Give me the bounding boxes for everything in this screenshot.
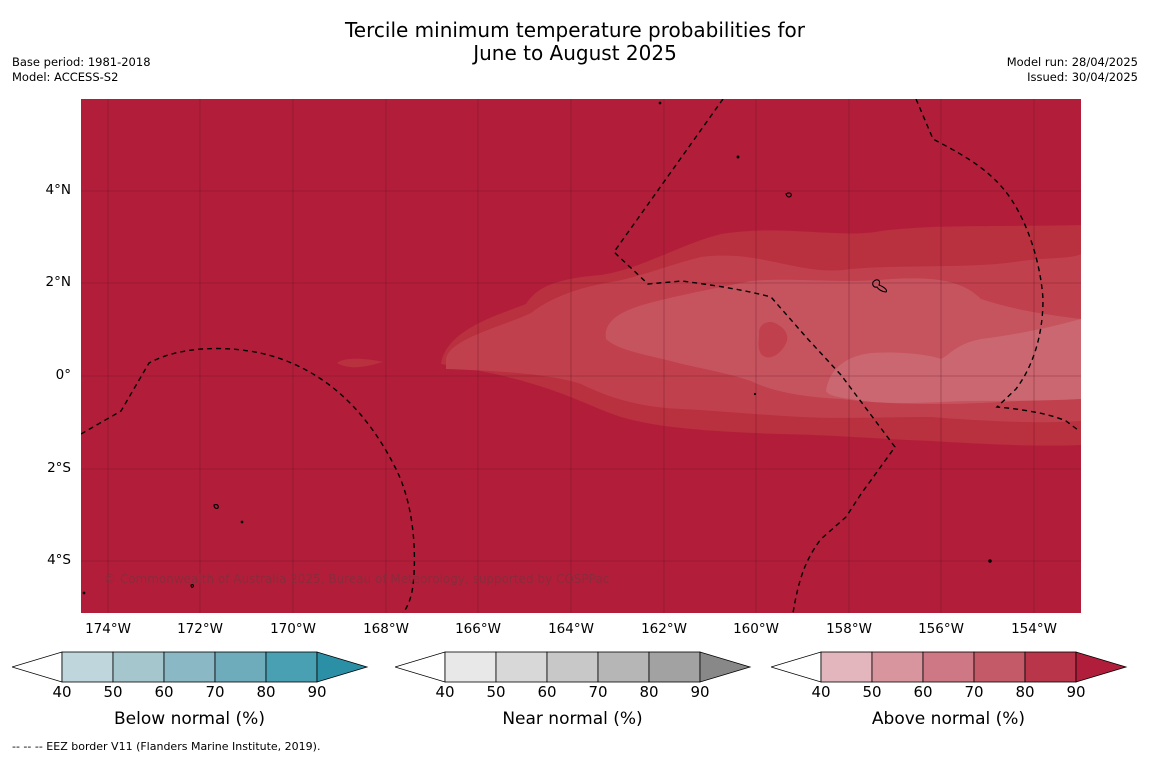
- map-copyright: © Commonwealth of Australia 2025, Bureau…: [104, 572, 609, 586]
- colorbar-tick: 60: [913, 683, 933, 701]
- lon-label: 160°W: [733, 621, 779, 637]
- eez-border-central: [613, 99, 896, 613]
- lat-label: 4°N: [45, 182, 71, 198]
- colorbar-segment: [265, 651, 318, 683]
- contour-above-40-50: [826, 319, 1081, 403]
- colorbar-tick: 60: [537, 683, 557, 701]
- colorbar-tick: 50: [486, 683, 506, 701]
- colorbar-label-near: Near normal (%): [502, 709, 643, 729]
- colorbar-above: [771, 651, 1128, 683]
- colorbar-tick: 70: [205, 683, 225, 701]
- lon-label: 168°W: [363, 621, 409, 637]
- colorbar-segment: [112, 651, 165, 683]
- colorbar-tick: 80: [256, 683, 276, 701]
- colorbar-segment: [214, 651, 267, 683]
- island: [240, 520, 244, 524]
- colorbar-label-below: Below normal (%): [114, 709, 265, 729]
- colorbar-max-extension: [316, 651, 369, 683]
- colorbar-segment: [61, 651, 114, 683]
- colorbar-tick: 40: [52, 683, 72, 701]
- model-name: Model: ACCESS-S2: [12, 70, 119, 84]
- colorbar-tick: 70: [588, 683, 608, 701]
- lat-label: 2°N: [45, 274, 71, 290]
- colorbar-segment: [973, 651, 1026, 683]
- colorbar-segment: [820, 651, 873, 683]
- colorbar-tick: 50: [862, 683, 882, 701]
- eez-borders: [81, 99, 1079, 613]
- colorbar-tick: 50: [103, 683, 123, 701]
- lon-label: 166°W: [455, 621, 501, 637]
- colorbar-tick: 40: [811, 683, 831, 701]
- eez-border-east: [915, 99, 1079, 431]
- colorbar-tick: 60: [154, 683, 174, 701]
- colorbar-segment: [546, 651, 599, 683]
- island: [190, 584, 194, 588]
- lon-label: 164°W: [548, 621, 594, 637]
- colorbar-segment: [922, 651, 975, 683]
- colorbar-min-extension: [771, 651, 822, 683]
- colorbar-segment: [444, 651, 497, 683]
- lon-label: 162°W: [641, 621, 687, 637]
- eez-border-west: [81, 347, 416, 613]
- colorbar-label-above: Above normal (%): [871, 709, 1026, 729]
- lon-label: 156°W: [918, 621, 964, 637]
- colorbar-tick: 90: [307, 683, 327, 701]
- island: [753, 392, 757, 396]
- lon-label: 158°W: [826, 621, 872, 637]
- title-line-1: Tercile minimum temperature probabilitie…: [344, 18, 806, 42]
- colorbar-near: [395, 651, 752, 683]
- lat-label: 0°: [55, 367, 71, 383]
- colorbar-segment: [871, 651, 924, 683]
- title-line-2: June to August 2025: [473, 41, 677, 65]
- colorbar-tick: 90: [690, 683, 710, 701]
- island: [82, 591, 86, 595]
- island: [736, 155, 740, 159]
- base-period: Base period: 1981-2018: [12, 55, 151, 69]
- colorbar-tick: 40: [435, 683, 455, 701]
- colorbar-below: [12, 651, 369, 683]
- contour-above-70-80-strip: [337, 358, 383, 368]
- lat-label: 2°S: [47, 460, 71, 476]
- colorbar-tick: 90: [1066, 683, 1086, 701]
- lat-label: 4°S: [47, 552, 71, 568]
- forecast-map: © Commonwealth of Australia 2025, Bureau…: [81, 99, 1081, 613]
- island: [785, 192, 792, 198]
- colorbar-min-extension: [12, 651, 63, 683]
- issued-date: Issued: 30/04/2025: [1027, 70, 1138, 84]
- colorbar-tick: 70: [964, 683, 984, 701]
- colorbar-max-extension: [699, 651, 752, 683]
- lon-label: 174°W: [85, 621, 131, 637]
- island: [988, 559, 992, 563]
- colorbar-tick: 80: [1015, 683, 1035, 701]
- colorbar-segment: [597, 651, 650, 683]
- colorbar-max-extension: [1075, 651, 1128, 683]
- eez-footnote: -- -- -- EEZ border V11 (Flanders Marine…: [12, 740, 321, 753]
- lon-label: 170°W: [270, 621, 316, 637]
- colorbar-min-extension: [395, 651, 446, 683]
- contour-above-50-60-spot: [758, 322, 788, 358]
- lon-label: 172°W: [177, 621, 223, 637]
- colorbar-segment: [495, 651, 548, 683]
- island: [872, 279, 888, 293]
- model-run: Model run: 28/04/2025: [1006, 55, 1138, 69]
- colorbar-segment: [648, 651, 701, 683]
- island: [213, 504, 219, 509]
- colorbar-segment: [163, 651, 216, 683]
- islands: [82, 101, 992, 595]
- lon-label: 154°W: [1011, 621, 1057, 637]
- island: [658, 101, 662, 105]
- colorbar-segment: [1024, 651, 1077, 683]
- colorbar-tick: 80: [639, 683, 659, 701]
